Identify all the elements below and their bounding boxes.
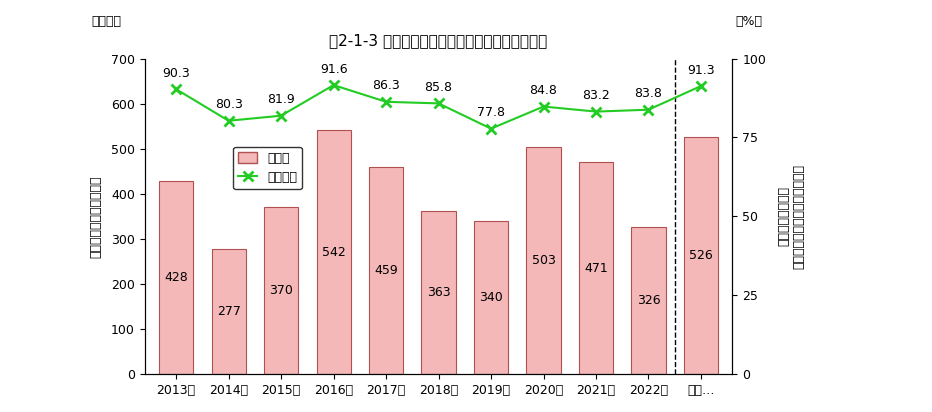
Text: 77.8: 77.8: [477, 106, 505, 119]
Text: 471: 471: [584, 262, 608, 274]
Bar: [212, 249, 246, 374]
Text: 85.8: 85.8: [425, 81, 453, 94]
Y-axis label: 負債全体に占める
住宅・土地のための負債の割合: 負債全体に占める 住宅・土地のための負債の割合: [777, 164, 805, 269]
Bar: [264, 207, 298, 374]
Text: 81.9: 81.9: [267, 93, 295, 106]
Bar: [631, 227, 665, 374]
Text: 83.8: 83.8: [635, 87, 663, 100]
Text: （万円）: （万円）: [92, 15, 122, 28]
Bar: [369, 167, 404, 374]
Text: 83.2: 83.2: [582, 89, 610, 102]
Bar: [159, 181, 193, 374]
Bar: [527, 147, 560, 374]
Text: 526: 526: [689, 249, 713, 262]
Bar: [474, 221, 508, 374]
Text: 340: 340: [479, 291, 503, 304]
Text: 277: 277: [216, 305, 240, 318]
Bar: [317, 130, 350, 374]
Text: 428: 428: [164, 271, 188, 284]
Text: 363: 363: [427, 286, 450, 299]
Text: （%）: （%）: [735, 15, 762, 28]
Text: 459: 459: [374, 264, 398, 277]
Bar: [684, 137, 718, 374]
Bar: [579, 162, 613, 374]
Title: 図2-1-3 住宅・土地のための負債及び割合の推移: 図2-1-3 住宅・土地のための負債及び割合の推移: [329, 33, 548, 48]
Y-axis label: 住宅・土地のための負債: 住宅・土地のための負債: [89, 175, 103, 258]
Text: 542: 542: [322, 246, 346, 259]
Text: 326: 326: [637, 294, 660, 307]
Text: 84.8: 84.8: [529, 84, 557, 97]
Bar: [421, 211, 456, 374]
Text: 80.3: 80.3: [214, 98, 242, 111]
Text: 91.6: 91.6: [320, 63, 348, 76]
Text: 90.3: 90.3: [162, 67, 190, 80]
Text: 503: 503: [531, 254, 555, 267]
Text: 91.3: 91.3: [687, 63, 715, 77]
Legend: 負債額, 負債割合: 負債額, 負債割合: [233, 147, 302, 189]
Text: 370: 370: [269, 284, 293, 297]
Text: 86.3: 86.3: [372, 80, 400, 92]
